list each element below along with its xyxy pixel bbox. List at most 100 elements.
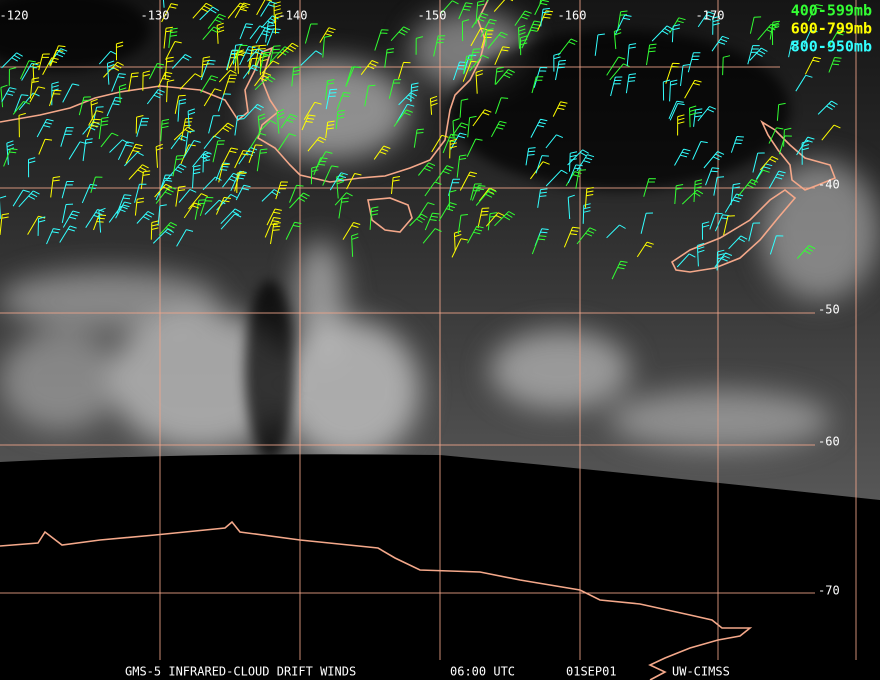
wind-barb [200,75,219,93]
wind-barb [322,165,339,186]
wind-barb [249,25,267,40]
wind-barb [636,241,654,258]
wind-barb [680,64,690,86]
wind-barb [451,122,469,137]
wind-barb [669,103,685,121]
wind-barb [218,69,237,83]
wind-barb [677,114,685,136]
wind-barb [609,63,630,81]
wind-barb [821,124,841,141]
wind-barb [431,134,449,153]
wind-barb [135,115,144,134]
wind-barb [215,196,231,215]
wind-barb [136,210,155,224]
wind-barb [534,0,549,16]
wind-barb [749,16,762,34]
wind-barb [201,56,211,77]
wind-barb [249,132,267,149]
wind-barb [14,94,29,113]
wind-barb [448,189,457,210]
wind-barb [98,207,106,233]
wind-barb [118,83,127,104]
wind-barb [449,138,458,159]
wind-barb [692,141,708,160]
longitude-label: -130 [141,9,170,23]
wind-barb [48,48,68,65]
wind-barb [109,139,129,153]
wind-barb [494,46,510,66]
wind-barb [795,74,813,92]
longitude-label: -150 [418,9,447,23]
wind-barb [164,56,174,80]
wind-barb [21,62,39,81]
wind-barb [769,235,784,255]
wind-barb [555,59,567,81]
wind-barb [248,57,259,75]
wind-barb [254,75,276,91]
wind-barb [203,88,222,107]
wind-barb [801,140,810,165]
wind-barb [494,211,516,227]
wind-barb [325,120,335,139]
wind-barb [157,204,167,226]
clear-areas [0,0,790,460]
wind-barb [470,27,488,47]
wind-barb [178,188,197,203]
wind-barb [277,133,297,151]
wind-barb [150,220,159,240]
wind-barb [494,66,504,85]
wind-barb [567,164,583,184]
wind-barb [424,212,440,231]
wind-barb [391,176,401,194]
wind-barb [563,226,580,248]
wind-barb [422,228,442,244]
wind-barb [92,106,104,124]
wind-barb [221,147,238,167]
wind-barb [162,0,165,8]
wind-barb [254,72,272,87]
wind-barb [175,185,186,207]
wind-barb [158,221,178,236]
wind-barb [20,60,36,80]
wind-barb [796,245,816,259]
wind-barb [714,252,733,268]
wind-barb [304,23,318,44]
wind-barb [567,194,575,220]
wind-barb [289,192,310,209]
wind-barb [18,112,26,138]
footer: GMS-5 INFRARED-CLOUD DRIFT WINDS 06:00 U… [125,665,730,679]
wind-barb [783,127,792,147]
wind-barb [187,108,196,129]
wind-barb [172,54,192,69]
wind-barb [232,43,243,65]
wind-barb [537,188,548,208]
wind-barb [179,73,202,90]
wind-barb [390,26,411,42]
wind-barb [469,54,490,72]
wind-barb [86,118,101,138]
wind-barb [466,138,483,158]
wind-barb [651,25,674,42]
wind-barb [540,7,550,27]
wind-barb [723,215,735,236]
wind-barb [157,71,173,88]
wind-barb [712,15,720,35]
wind-barb [259,51,272,73]
wind-barb [480,18,497,38]
wind-barb [495,97,509,114]
wind-barb [803,30,818,47]
wind-barb [467,225,484,244]
wind-barb [188,193,208,210]
footer-source: UW-CIMSS [672,665,730,679]
wind-barb [373,145,391,160]
wind-barb [730,136,744,153]
wind-barb [418,162,436,176]
wind-barb [747,45,760,65]
wind-barb [155,186,176,204]
wind-barb [519,35,528,56]
wind-barb [768,127,784,144]
wind-barb [687,52,701,73]
wind-barb [6,140,15,165]
